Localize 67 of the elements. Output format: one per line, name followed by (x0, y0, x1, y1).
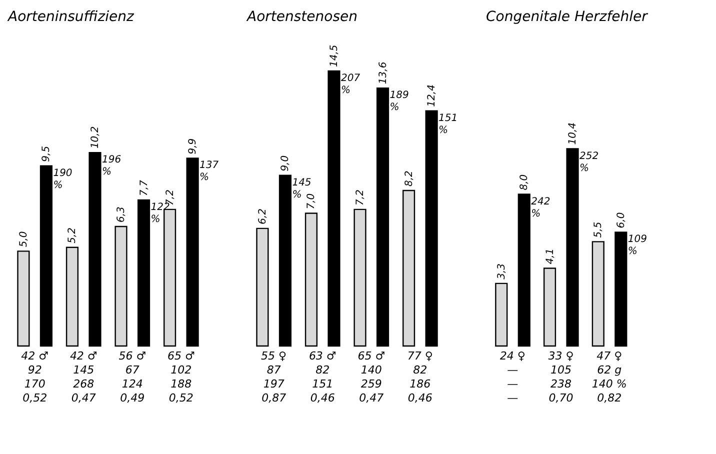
bar (88, 152, 102, 347)
data-label: 7,2 (164, 190, 176, 206)
chart-title: Congenitale Herzfehler (486, 9, 649, 25)
data-label: 13,6 (378, 62, 389, 84)
bar (304, 212, 318, 347)
data-label: 9,9 (188, 138, 199, 154)
data-label: 5,5 (593, 222, 604, 238)
chart-title: Aorteninsuffizienz (7, 9, 135, 25)
bar (256, 228, 269, 347)
bar (17, 250, 30, 347)
annotation: 137 % (200, 160, 220, 184)
annotation: 151 % (438, 112, 458, 136)
x-tick-label: 42 ♂ 145 268 0,47 (70, 350, 98, 404)
bar (114, 226, 128, 347)
data-label: 7,0 (306, 193, 318, 210)
data-label: 7,7 (138, 179, 150, 196)
bar (495, 282, 508, 347)
bar (614, 232, 628, 347)
bar (566, 148, 579, 347)
bar (40, 165, 52, 347)
data-label: 3,3 (496, 264, 508, 280)
chart-title: Aortenstenosen (246, 9, 358, 25)
bar (354, 208, 366, 347)
bar (278, 174, 292, 347)
x-tick-label: 63 ♂ 82 151 0,46 (308, 350, 336, 404)
data-label: 5,2 (67, 227, 78, 244)
x-tick-label: 65 ♂ 140 259 0,47 (358, 350, 386, 404)
data-label: 6,3 (116, 206, 128, 223)
bar (402, 190, 416, 347)
annotation: 189 % (390, 90, 409, 114)
x-tick-label: 77 ♀ 82 186 0,46 (407, 350, 433, 404)
data-label: 8,2 (404, 170, 415, 186)
data-label: 6,0 (616, 212, 627, 228)
x-tick-label: 55 ♀ 87 197 0,87 (261, 350, 287, 404)
annotation: 242 % (531, 196, 550, 220)
data-label: 8,0 (519, 174, 530, 190)
bar (164, 208, 176, 347)
annotation: 109 % (628, 234, 647, 258)
annotation: 190 % (53, 168, 72, 191)
data-label: 9,0 (280, 155, 292, 172)
annotation: 252 % (580, 150, 599, 174)
x-tick-label: 65 ♂ 102 188 0,52 (167, 350, 195, 404)
bar (66, 246, 79, 347)
x-tick-label: 42 ♂ 92 170 0,52 (21, 350, 49, 404)
bar (425, 110, 438, 347)
x-tick-label: 47 ♀ 62 g 140 % 0,82 (592, 350, 627, 404)
data-label: 5,0 (18, 231, 30, 248)
x-tick-label: 24 ♀ — — — (500, 350, 526, 404)
bar (543, 268, 556, 347)
x-tick-label: 56 ♂ 67 124 0,49 (118, 350, 146, 404)
bar (592, 241, 604, 347)
data-label: 14,5 (328, 44, 340, 67)
data-label: 10,4 (568, 122, 579, 145)
bar (328, 70, 340, 347)
data-label: 4,1 (544, 248, 556, 264)
bar (186, 158, 199, 347)
bar (137, 199, 150, 347)
data-label: 12,4 (426, 84, 438, 107)
data-label: 6,2 (257, 208, 268, 224)
data-label: 9,5 (41, 146, 52, 162)
x-tick-label: 33 ♀ 105 238 0,70 (548, 350, 574, 404)
annotation: 207 % (340, 73, 361, 96)
annotation: 196 % (102, 154, 122, 178)
bar (376, 87, 390, 347)
data-label: 10,2 (90, 126, 101, 149)
data-label: 7,2 (355, 190, 366, 206)
bar (518, 194, 530, 347)
